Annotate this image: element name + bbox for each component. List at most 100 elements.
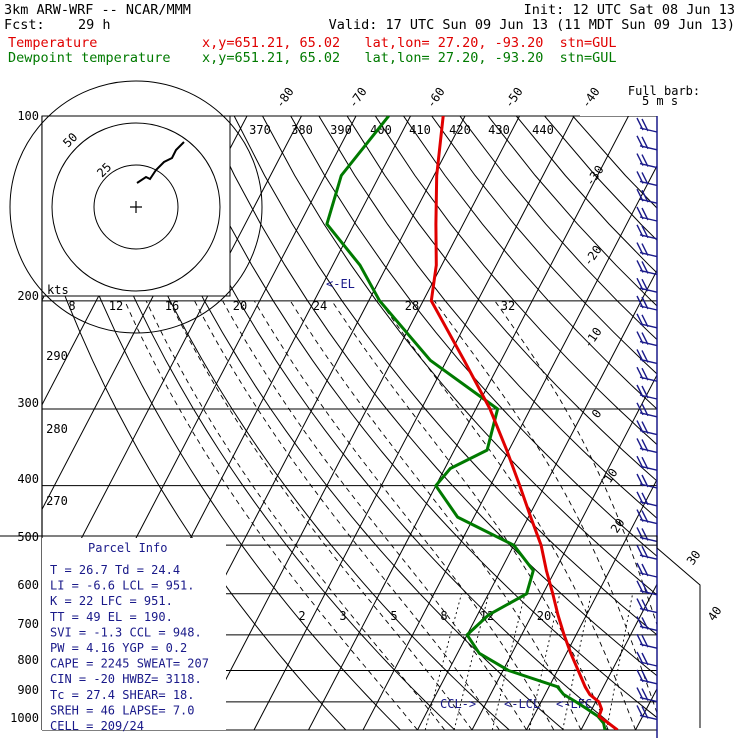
theta-label: 280 [46, 422, 68, 436]
moist-adiabat-line [168, 300, 473, 730]
temperature-trace [429, 116, 619, 730]
mixing-ratio-label: 2 [298, 609, 305, 623]
wind-barb [636, 206, 658, 222]
pressure-tick-label: 800 [17, 653, 39, 667]
wind-barb [636, 153, 658, 169]
wind-barb [636, 117, 658, 133]
isotherm-label: -80 [273, 85, 297, 111]
wind-barb [636, 544, 658, 560]
isotherm-line [308, 116, 629, 730]
parcel-row: LI = -6.6 LCL = 951. [50, 579, 195, 593]
mixing-ratio-label: 8 [440, 609, 447, 623]
wind-barb [636, 171, 658, 187]
wind-barb [636, 633, 658, 649]
theta-label: 290 [46, 349, 68, 363]
dry-adiabat-line [487, 116, 657, 307]
mixing-ratio-label: 5 [390, 609, 397, 623]
isotherm-line [253, 116, 575, 730]
init-time: Init: 12 UTC Sat 08 Jun 13 [523, 2, 735, 18]
wind-barb [636, 331, 658, 347]
dewpoint-legend: Dewpoint temperature [8, 50, 171, 66]
isotherm-line [42, 116, 302, 615]
isotherm-line [580, 583, 657, 730]
hodograph-ring [93, 164, 179, 250]
moist-adiabat-line [222, 300, 527, 730]
pressure-tick-label: 400 [17, 472, 39, 486]
wind-barb [636, 260, 658, 276]
isotherm-label: 30 [684, 548, 704, 568]
dry-adiabat-line [290, 116, 657, 557]
forecast-label: Fcst: [4, 17, 45, 33]
dry-adiabat-line [374, 116, 657, 446]
isotherm-label: -60 [424, 85, 448, 111]
parcel-row: Tc = 27.4 SHEAR= 18. [50, 688, 195, 702]
parcel-row: SVI = -1.3 CCL = 948. [50, 625, 202, 639]
hodograph-unit: kts [47, 283, 69, 297]
parcel-row: CIN = -20 HWBZ= 3118. [50, 672, 202, 686]
parcel-row: T = 26.7 Td = 24.4 [50, 563, 180, 577]
pressure-tick-label: 200 [17, 289, 39, 303]
mixing-ratio-line [528, 593, 561, 730]
wind-barb [636, 455, 658, 471]
isotherm-line [471, 373, 657, 730]
wind-barb [636, 598, 658, 614]
isotherm-label: -10 [581, 325, 605, 351]
hodograph-ring [9, 80, 263, 334]
theta-label: 440 [532, 123, 554, 137]
wind-barb [636, 135, 658, 151]
dewpoint-trace [325, 116, 607, 730]
wind-barb [636, 295, 658, 311]
mixing-ratio-line [424, 593, 462, 730]
mixing-ratio-line [606, 593, 634, 730]
hodograph-trace [136, 141, 185, 184]
dry-adiabat-line [318, 116, 657, 519]
isotherm-label: -40 [579, 85, 603, 111]
wind-barb [636, 491, 658, 507]
isotherm-label: -30 [583, 163, 607, 189]
mixing-ratio-label: 3 [339, 609, 346, 623]
pressure-tick-label: 500 [17, 530, 39, 544]
pressure-tick-label: 100 [17, 109, 39, 123]
temperature-legend: Temperature [8, 35, 98, 51]
parcel-row: CAPE = 2245 SWEAT= 207 [50, 657, 209, 671]
wind-barb [636, 616, 658, 632]
wind-barb [636, 224, 658, 240]
theta-label: 430 [488, 123, 510, 137]
pressure-tick-label: 700 [17, 617, 39, 631]
dry-adiabat-line [120, 116, 565, 730]
parcel-row: CELL = 209/24 [50, 719, 144, 733]
pressure-tick-label: 300 [17, 396, 39, 410]
moist-adiabat-line [379, 300, 636, 730]
moist-adiabat-line [289, 300, 582, 730]
lcl-marker: <-LCL [504, 697, 540, 711]
wind-barb [636, 242, 658, 258]
moist-adiabat-line [145, 300, 446, 730]
isotherm-label: 40 [705, 604, 725, 624]
theta-label: 270 [46, 494, 68, 508]
wind-barb [636, 580, 658, 596]
dry-adiabat-line [515, 116, 657, 274]
theta-label: 380 [291, 123, 313, 137]
barb-legend-title: Full barb: [628, 84, 700, 98]
isotherm-label: 20 [608, 516, 628, 536]
barb-legend-unit: 5 m s [642, 94, 678, 108]
forecast-hour: 29 h [78, 17, 111, 33]
dry-adiabat-line [92, 116, 511, 730]
dry-adiabat-line [233, 116, 657, 636]
theta-label: 410 [409, 123, 431, 137]
dry-adiabat-line [346, 116, 657, 482]
wind-barb [636, 527, 658, 543]
hodograph-ring [51, 122, 221, 292]
parcel-row: PW = 4.16 YGP = 0.2 [50, 641, 187, 655]
wind-barb [636, 669, 658, 685]
isotherm-label: -70 [346, 85, 370, 111]
dry-adiabat-line [64, 116, 456, 730]
theta-label: 390 [330, 123, 352, 137]
pressure-tick-label: 1000 [10, 711, 39, 725]
wind-barb [636, 420, 658, 436]
pressure-tick-label: 900 [17, 683, 39, 697]
wind-barb [636, 562, 658, 578]
parcel-row: TT = 49 EL = 190. [50, 610, 173, 624]
wind-barb [636, 384, 658, 400]
